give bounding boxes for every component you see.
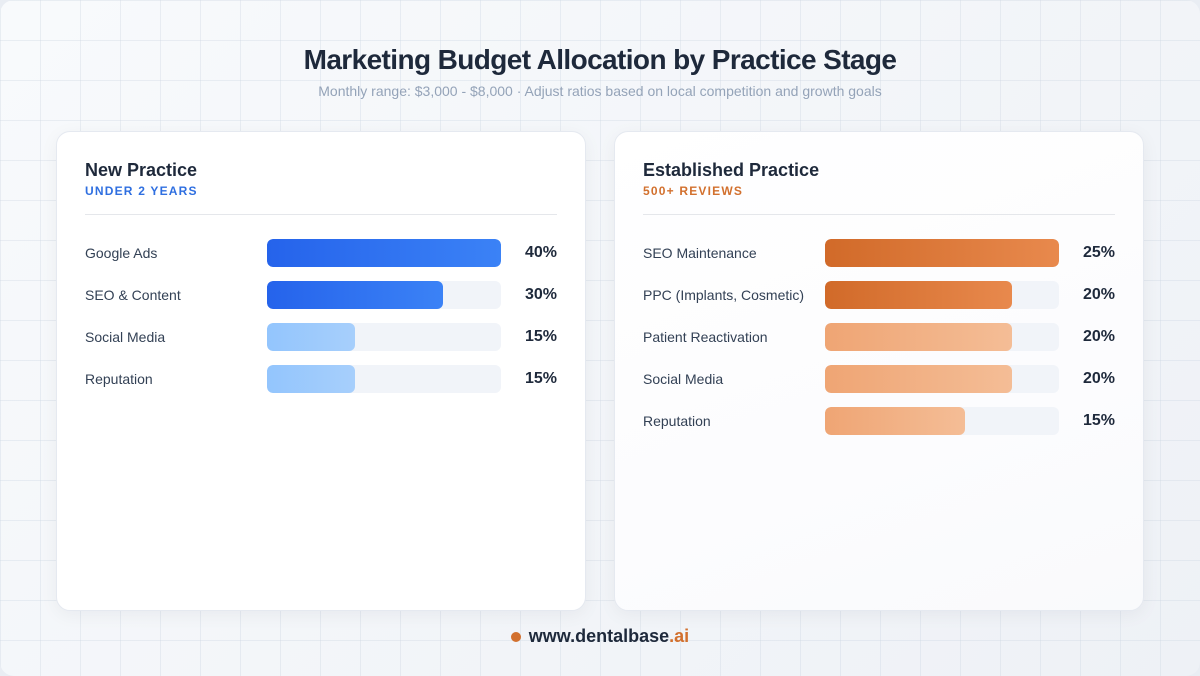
page-title: Marketing Budget Allocation by Practice … [303,44,897,75]
divider [85,214,557,215]
bar-row: Social Media 20% [643,365,1115,393]
website-link[interactable]: www.dentalbase.ai [529,626,689,647]
card-title: New Practice [85,160,198,180]
bar-label: SEO Maintenance [643,245,757,261]
page-subtitle: Monthly range: $3,000 - $8,000 · Adjust … [318,83,882,99]
bar-value: 20% [1082,286,1115,303]
bar-track [825,365,1059,393]
bar-track [825,407,1059,435]
bar-track [267,323,501,351]
bar-value: 20% [1082,328,1115,345]
bar-label: SEO & Content [85,287,181,303]
bar-row: Social Media 15% [85,323,557,351]
bar-track [825,239,1059,267]
established-practice-card: Established Practice 500+ REVIEWS SEO Ma… [614,131,1144,611]
bar-row: Google Ads 40% [85,239,557,267]
bar-row: Reputation 15% [643,407,1115,435]
bar-fill [825,323,1013,351]
new-practice-card: New Practice UNDER 2 YEARS Google Ads 40… [56,131,586,611]
bar-fill [267,281,443,309]
bar-label: Social Media [643,371,724,387]
bar-value: 30% [524,286,557,303]
bar-label: PPC (Implants, Cosmetic) [643,287,805,303]
bar-fill [267,239,501,267]
bar-track [267,281,501,309]
bar-value: 15% [524,328,557,345]
card-title: Established Practice [643,160,820,180]
bar-row: SEO Maintenance 25% [643,239,1115,267]
bar-track [267,365,501,393]
bar-row: SEO & Content 30% [85,281,557,309]
bar-track [825,281,1059,309]
bar-row: PPC (Implants, Cosmetic) 20% [643,281,1115,309]
bar-label: Patient Reactivation [643,329,768,345]
bar-fill [267,365,355,393]
footer-brand: www.dentalbase.ai [0,626,1200,647]
divider [643,214,1115,215]
bar-fill [825,281,1013,309]
bar-track [825,323,1059,351]
bar-track [267,239,501,267]
card-tag: UNDER 2 YEARS [85,184,198,198]
bar-fill [825,365,1013,393]
bar-row: Reputation 15% [85,365,557,393]
bar-label: Reputation [643,413,711,429]
card-tag: 500+ REVIEWS [643,184,744,198]
brand-dot-icon [510,631,521,642]
bar-value: 20% [1082,370,1115,387]
bar-list: Google Ads 40% SEO & Content 30% Social … [85,239,557,393]
bar-value: 15% [524,370,557,387]
bar-fill [825,239,1059,267]
bar-label: Social Media [85,329,166,345]
bar-value: 25% [1082,244,1115,261]
bar-value: 40% [524,244,557,261]
website-domain: www.dentalbase [528,626,670,646]
bar-row: Patient Reactivation 20% [643,323,1115,351]
bar-fill [825,407,966,435]
bar-list: SEO Maintenance 25% PPC (Implants, Cosme… [643,239,1115,435]
bar-label: Reputation [85,371,153,387]
bar-label: Google Ads [85,245,158,261]
website-tld: .ai [669,626,690,646]
bar-value: 15% [1082,412,1115,429]
bar-fill [267,323,355,351]
